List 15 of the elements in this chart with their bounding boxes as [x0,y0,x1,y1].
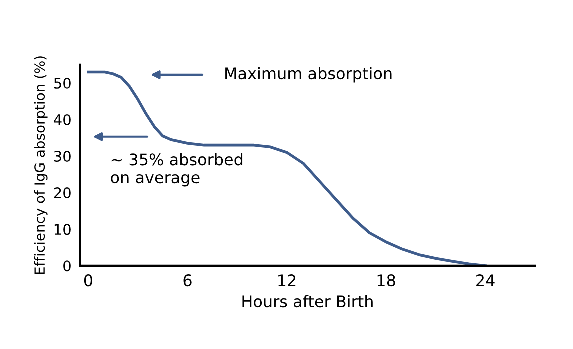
x-tick-label: 12 [278,274,296,286]
x-tick-label: 6 [184,274,192,287]
annotation: Maximum absorption [226,67,392,83]
y-tick-label: 0 [64,260,71,272]
y-tick-label: 10 [54,224,71,236]
y-tick-label: 20 [54,188,71,199]
x-tick-label: 24 [476,274,495,286]
y-tick-label: 40 [54,114,71,126]
x-axis-title: Hours after Birth [242,295,373,308]
x-tick-label: 0 [84,274,93,287]
y-tick-label: 50 [54,78,71,89]
y-axis-title: Efficiency of IgG absorption (%) [34,56,48,274]
annotation: ~ 35% absorbed on average [111,153,243,187]
x-tick-label: 18 [378,274,396,287]
y-tick-label: 30 [54,151,71,162]
